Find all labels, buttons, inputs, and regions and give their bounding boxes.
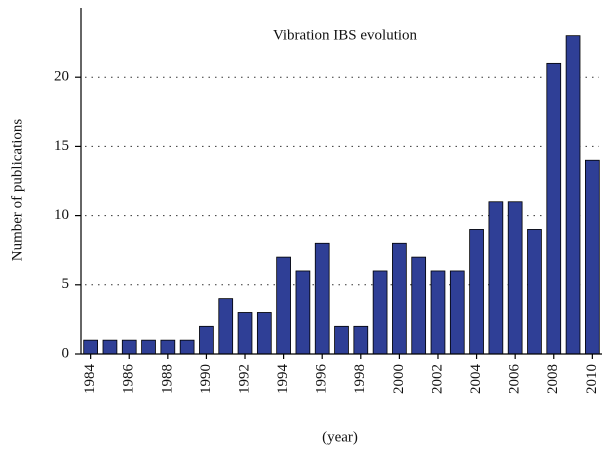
x-tick-label: 1998: [352, 364, 368, 394]
bar: [392, 242, 407, 355]
y-tick-label: 5: [62, 276, 70, 292]
bar: [565, 35, 581, 355]
x-tick-label: 2010: [584, 364, 600, 394]
bar: [527, 229, 542, 355]
bar: [372, 270, 388, 355]
bar: [276, 256, 291, 355]
bar: [199, 325, 214, 355]
bar: [218, 298, 234, 355]
x-tick-label: 1988: [159, 364, 175, 394]
x-tick-label: 1990: [198, 364, 214, 394]
y-tick-label: 0: [62, 345, 70, 361]
bar: [160, 339, 176, 355]
x-tick-label: 2000: [391, 364, 407, 394]
bar: [449, 270, 465, 355]
y-tick-label: 20: [54, 69, 69, 85]
x-tick-label: 2004: [468, 364, 484, 395]
bar: [507, 201, 523, 355]
bar: [546, 62, 562, 355]
bar: [179, 339, 195, 355]
bar: [83, 339, 98, 355]
bar: [469, 229, 484, 355]
bar: [411, 256, 427, 355]
y-tick-label: 15: [54, 138, 69, 154]
bar: [353, 325, 369, 355]
x-tick-label: 1984: [82, 364, 98, 395]
bar: [334, 325, 349, 355]
x-tick-label: 1996: [314, 364, 330, 395]
y-tick-label: 10: [54, 207, 69, 223]
x-tick-label: 1994: [275, 364, 291, 395]
bar: [256, 312, 272, 355]
bar: [585, 159, 600, 355]
y-axis-label: Number of publications: [9, 119, 25, 262]
chart-title: Vibration IBS evolution: [273, 27, 418, 43]
x-tick-label: 2006: [507, 364, 523, 395]
x-tick-label: 2002: [429, 364, 445, 394]
bar: [237, 312, 253, 355]
x-axis-label: (year): [322, 429, 358, 445]
bar: [141, 339, 156, 355]
x-tick-label: 1992: [236, 364, 252, 394]
x-tick-label: 2008: [545, 364, 561, 394]
bar: [121, 339, 137, 355]
bar: [430, 270, 446, 355]
bar: [295, 270, 311, 355]
bar: [314, 242, 330, 355]
x-tick-label: 1986: [121, 364, 137, 395]
bar: [488, 201, 504, 355]
bar: [102, 339, 118, 355]
